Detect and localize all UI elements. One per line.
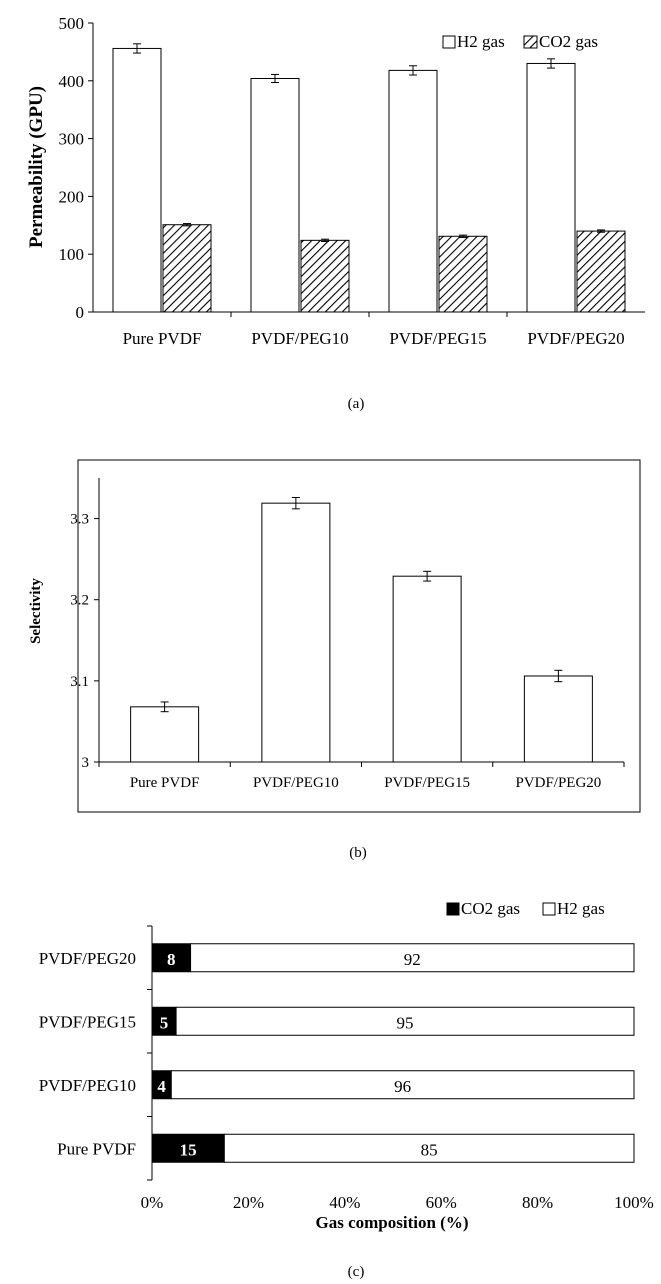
panel-label-b: (b) <box>349 845 367 861</box>
chart-c-y-tick-label: Pure PVDF <box>57 1139 136 1158</box>
data-label-co2-gas-pvdf-peg15: 5 <box>160 1013 169 1032</box>
chart-c-x-tick-label: 60% <box>426 1193 457 1212</box>
data-label-co2-gas-pure-pvdf: 15 <box>180 1140 197 1159</box>
chart-c-y-tick-label: PVDF/PEG20 <box>39 949 136 968</box>
bar-selectivity-pvdf-peg20 <box>523 675 593 763</box>
chart-b-y-tick-label: 3 <box>82 755 90 771</box>
bar-segment-co2-gas-pvdf-peg15 <box>151 1006 177 1036</box>
chart-a-y-tick-label: 0 <box>76 303 85 322</box>
chart-b-y-tick-label: 3.3 <box>70 512 89 528</box>
bar-selectivity-pvdf-peg10 <box>261 502 331 763</box>
legend-c-h2-swatch <box>542 902 556 916</box>
chart-b-x-tick-label: PVDF/PEG10 <box>253 775 339 791</box>
chart-b-x-tick-label: Pure PVDF <box>130 775 200 791</box>
chart-a-x-tick-label: PVDF/PEG20 <box>527 329 624 348</box>
chart-b-selectivity: Selectivity 3 3.1 3.2 3.3 Pure PVDF PVDF/PEG1… <box>28 459 641 861</box>
chart-c-x-tick-label: 100% <box>614 1193 654 1212</box>
legend-h2-swatch <box>442 35 456 49</box>
chart-a-x-tick-label: PVDF/PEG15 <box>389 329 486 348</box>
chart-a-y-tick-label: 100 <box>59 245 85 264</box>
data-label-h2-gas-pvdf-peg20: 92 <box>404 950 421 969</box>
chart-a-y-tick-label: 400 <box>59 72 85 91</box>
chart-c-y-tick-label: PVDF/PEG15 <box>39 1012 136 1031</box>
chart-b-y-tick-label: 3.2 <box>70 593 89 609</box>
legend-c-h2-label: H2 gas <box>557 899 605 918</box>
panel-label-a: (a) <box>348 396 365 412</box>
legend-c-co2-label: CO2 gas <box>461 899 520 918</box>
bar-selectivity-pure-pvdf <box>130 706 200 763</box>
bar-selectivity-pvdf-peg15 <box>392 575 462 763</box>
chart-b-x-tick-label: PVDF/PEG20 <box>515 775 601 791</box>
bar-h2-gas-pure-pvdf <box>112 47 162 313</box>
data-label-co2-gas-pvdf-peg20: 8 <box>167 950 176 969</box>
legend-co2-label: CO2 gas <box>539 32 598 51</box>
chart-b-y-tick-label: 3.1 <box>70 674 89 690</box>
chart-b-ylabel: Selectivity <box>28 578 44 644</box>
chart-a-x-tick-label: PVDF/PEG10 <box>251 329 348 348</box>
chart-a-y-tick-label: 300 <box>59 130 85 149</box>
bar-co2-gas-pure-pvdf <box>162 224 212 313</box>
bar-h2-gas-pvdf-peg10 <box>250 77 300 313</box>
bar-segment-h2-gas-pvdf-peg20 <box>190 943 635 973</box>
chart-c-y-tick-label: PVDF/PEG10 <box>39 1076 136 1095</box>
bar-h2-gas-pvdf-peg15 <box>388 69 438 313</box>
chart-c-legend: CO2 gas H2 gas <box>446 899 605 918</box>
chart-c-xlabel: Gas composition (%) <box>316 1213 469 1232</box>
legend-co2-swatch <box>523 35 538 49</box>
chart-a-ylabel: Permeability (GPU) <box>26 86 47 248</box>
bar-segment-h2-gas-pvdf-peg10 <box>170 1070 635 1100</box>
bar-segment-h2-gas-pure-pvdf <box>223 1133 635 1163</box>
bar-co2-gas-pvdf-peg15 <box>438 235 488 313</box>
chart-c-x-tick-label: 20% <box>233 1193 264 1212</box>
legend-c-co2-swatch <box>446 902 460 916</box>
bar-co2-gas-pvdf-peg10 <box>300 239 350 313</box>
chart-a-y-tick-label: 200 <box>59 187 85 206</box>
panel-label-c: (c) <box>348 1264 365 1280</box>
bar-co2-gas-pvdf-peg20 <box>576 230 626 313</box>
chart-a-x-tick-label: Pure PVDF <box>123 329 202 348</box>
chart-b-frame <box>77 459 641 813</box>
data-label-h2-gas-pure-pvdf: 85 <box>421 1140 438 1159</box>
chart-a-y-tick-label: 500 <box>59 14 85 33</box>
data-label-h2-gas-pvdf-peg10: 96 <box>394 1077 411 1096</box>
chart-b-x-tick-label: PVDF/PEG15 <box>384 775 470 791</box>
data-label-h2-gas-pvdf-peg15: 95 <box>397 1013 414 1032</box>
chart-a-permeability: Permeability (GPU) 0 100 200 300 400 500 Pure … <box>26 14 645 412</box>
bar-segment-h2-gas-pvdf-peg15 <box>175 1006 635 1036</box>
chart-a-legend: H2 gas CO2 gas <box>442 32 598 51</box>
chart-c-x-tick-label: 40% <box>329 1193 360 1212</box>
bar-h2-gas-pvdf-peg20 <box>526 62 576 313</box>
legend-h2-label: H2 gas <box>457 32 505 51</box>
chart-c-x-tick-label: 0% <box>141 1193 164 1212</box>
chart-c-x-tick-label: 80% <box>522 1193 553 1212</box>
data-label-co2-gas-pvdf-peg10: 4 <box>157 1077 166 1096</box>
